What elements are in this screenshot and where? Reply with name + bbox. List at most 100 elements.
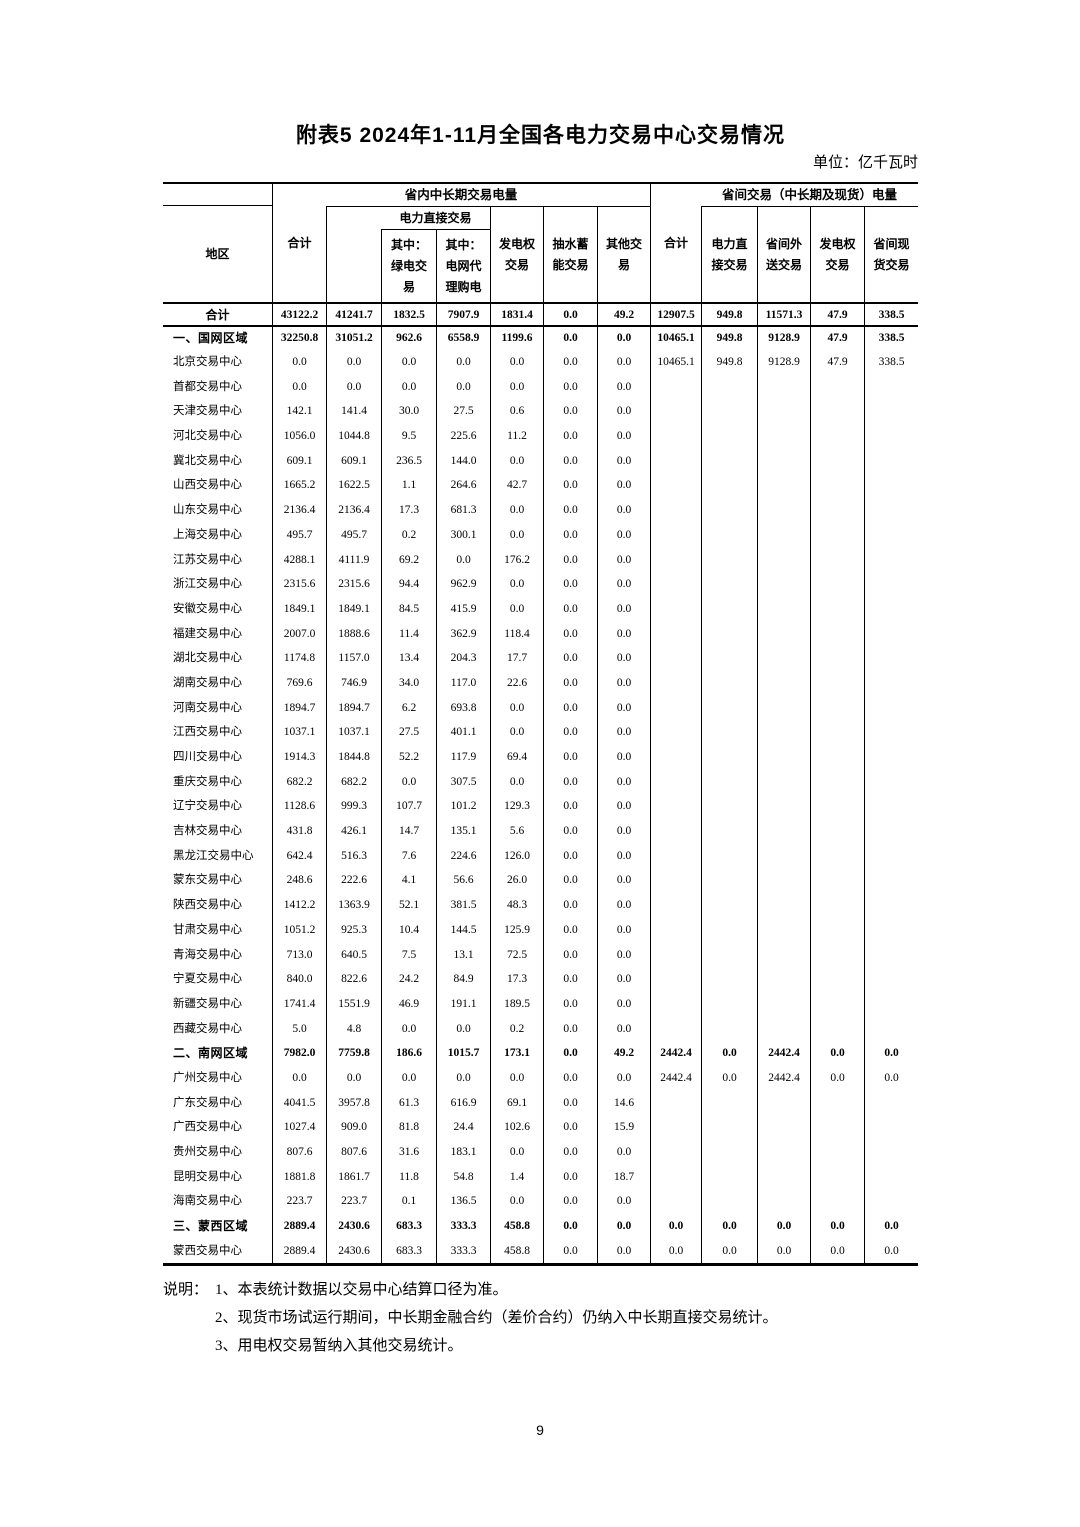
value-cell: 222.6 (326, 868, 381, 893)
value-cell: 27.5 (436, 399, 490, 424)
value-cell: 0.0 (543, 942, 597, 967)
value-cell (701, 966, 757, 992)
value-cell (650, 374, 701, 400)
value-cell: 32250.8 (272, 325, 326, 350)
region-cell: 广西交易中心 (173, 1121, 242, 1134)
region-cell: 河南交易中心 (173, 701, 242, 714)
value-cell (650, 843, 701, 869)
value-cell: 11571.3 (757, 302, 810, 325)
value-cell: 2442.4 (757, 1040, 810, 1066)
value-cell (864, 942, 918, 967)
region-cell: 上海交易中心 (173, 528, 242, 541)
value-cell (810, 522, 864, 548)
value-cell (757, 695, 810, 720)
value-cell: 0.0 (543, 1115, 597, 1140)
value-cell (757, 1139, 810, 1165)
region-cell: 冀北交易中心 (173, 454, 242, 467)
value-cell: 0.0 (597, 325, 650, 350)
value-cell (650, 868, 701, 893)
value-cell: 0.0 (543, 423, 597, 449)
value-cell: 10465.1 (650, 325, 701, 350)
value-cell (810, 1115, 864, 1140)
header-grid-agent-sub: 其中： 电网代 理购电 (436, 229, 490, 302)
value-cell: 0.0 (326, 374, 381, 400)
value-cell: 2007.0 (272, 621, 326, 646)
value-cell: 0.0 (490, 720, 543, 745)
value-cell: 682.2 (326, 769, 381, 795)
value-cell: 807.6 (326, 1139, 381, 1165)
value-cell (650, 497, 701, 523)
value-cell: 0.0 (597, 349, 650, 375)
value-cell: 0.0 (597, 1213, 650, 1239)
value-cell: 0.0 (272, 374, 326, 400)
value-cell: 0.0 (757, 1213, 810, 1239)
value-cell: 0.0 (436, 1016, 490, 1041)
value-cell: 47.9 (810, 325, 864, 350)
note-line: 1、本表统计数据以交易中心结算口径为准。 (215, 1282, 508, 1299)
header-direct-trading: 电力直接交易 (381, 206, 490, 229)
value-cell (810, 1164, 864, 1190)
value-cell: 2315.6 (326, 571, 381, 597)
value-cell: 0.0 (543, 1139, 597, 1165)
notes-prefix: 说明： (163, 1282, 209, 1299)
value-cell (757, 448, 810, 474)
value-cell (701, 645, 757, 671)
value-cell (757, 966, 810, 992)
value-cell: 2315.6 (272, 571, 326, 597)
value-cell (701, 695, 757, 720)
value-cell (701, 818, 757, 844)
region-cell: 首都交易中心 (173, 380, 242, 393)
value-cell: 338.5 (864, 349, 918, 375)
value-cell: 14.7 (381, 818, 436, 844)
value-cell (864, 448, 918, 474)
value-cell: 458.8 (490, 1238, 543, 1264)
value-cell (864, 374, 918, 400)
value-cell: 52.1 (381, 892, 436, 918)
region-cell: 安徽交易中心 (173, 602, 242, 615)
value-cell (757, 571, 810, 597)
value-cell (810, 917, 864, 943)
value-cell (650, 473, 701, 498)
value-cell: 0.0 (381, 769, 436, 795)
region-cell: 江西交易中心 (173, 726, 242, 739)
value-cell: 0.0 (543, 1040, 597, 1066)
value-cell: 1849.1 (326, 596, 381, 622)
value-cell (757, 868, 810, 893)
region-cell: 合计 (163, 302, 272, 325)
value-cell (757, 596, 810, 622)
value-cell (701, 571, 757, 597)
header-region: 地区 (205, 246, 230, 261)
value-cell: 0.0 (543, 645, 597, 671)
value-cell (757, 670, 810, 696)
value-cell: 1363.9 (326, 892, 381, 918)
value-cell (864, 868, 918, 893)
region-cell: 河北交易中心 (173, 430, 242, 443)
value-cell: 30.0 (381, 399, 436, 424)
value-cell: 0.0 (597, 991, 650, 1017)
header-other-trading: 其他交 易 (597, 206, 650, 302)
page-number: 9 (536, 1422, 544, 1438)
value-cell: 24.2 (381, 966, 436, 992)
value-cell: 0.0 (543, 794, 597, 819)
value-cell: 0.0 (543, 571, 597, 597)
value-cell: 0.0 (543, 1090, 597, 1115)
value-cell: 0.0 (543, 1016, 597, 1041)
value-cell (701, 720, 757, 745)
value-cell (701, 917, 757, 943)
value-cell: 0.0 (810, 1238, 864, 1264)
region-cell: 宁夏交易中心 (173, 973, 242, 986)
value-cell: 0.0 (597, 1065, 650, 1091)
value-cell: 0.0 (543, 966, 597, 992)
value-cell: 9128.9 (757, 325, 810, 350)
region-cell: 三、蒙西区域 (173, 1219, 249, 1234)
value-cell (701, 596, 757, 622)
region-cell: 江苏交易中心 (173, 553, 242, 566)
value-cell (864, 1115, 918, 1140)
value-cell: 2136.4 (326, 497, 381, 523)
value-cell: 0.0 (864, 1040, 918, 1066)
value-cell: 0.0 (597, 720, 650, 745)
value-cell: 129.3 (490, 794, 543, 819)
header-inter-outbound: 省间外 送交易 (757, 206, 810, 302)
value-cell: 15.9 (597, 1115, 650, 1140)
